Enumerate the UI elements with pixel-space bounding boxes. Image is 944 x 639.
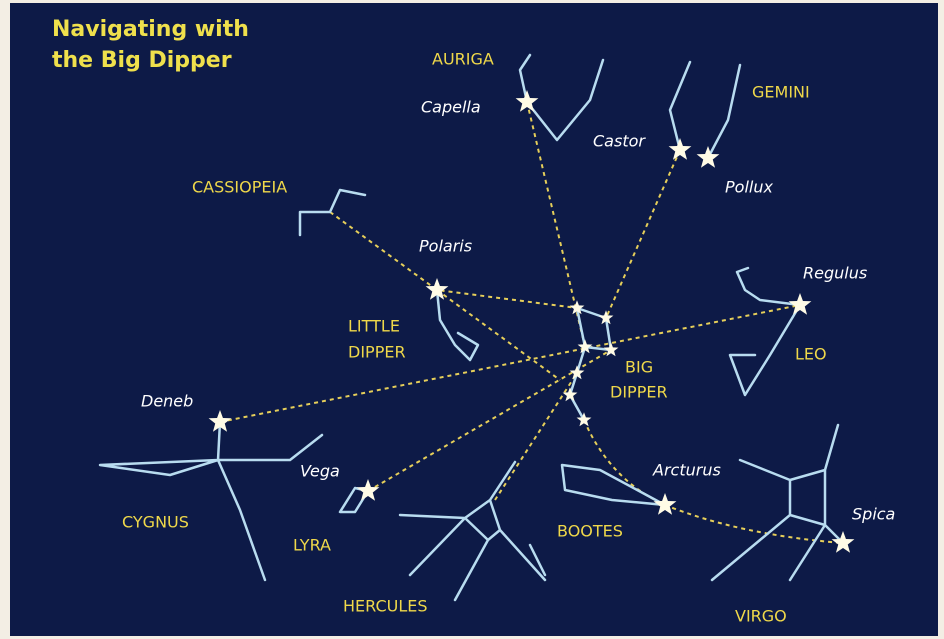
star-label: Deneb [141, 392, 193, 411]
constellation-label: CYGNUS [122, 513, 189, 532]
constellation-label: VIRGO [735, 607, 787, 626]
constellation-label: CASSIOPEIA [192, 178, 287, 197]
star-label: Regulus [803, 264, 867, 283]
title-line: the Big Dipper [52, 48, 232, 73]
constellation-label: LITTLE [348, 317, 400, 336]
constellation-label: DIPPER [348, 343, 406, 362]
star-map: Navigating with the Big Dipper AURIGA GE… [0, 0, 944, 639]
star-label: Arcturus [652, 461, 721, 480]
constellation-label: BIG [625, 358, 653, 377]
constellation-label: LEO [795, 345, 827, 364]
constellation-label: LYRA [293, 536, 331, 555]
star-label: Castor [593, 132, 646, 151]
constellation-label: BOOTES [557, 522, 623, 541]
star-label: Capella [421, 98, 481, 117]
star-label: Polaris [419, 237, 472, 256]
star-label: Spica [852, 505, 895, 524]
star-label: Vega [300, 462, 340, 481]
star-label: Pollux [725, 178, 773, 197]
constellation-label: AURIGA [432, 50, 494, 69]
constellation-label: DIPPER [610, 383, 668, 402]
constellation-label: HERCULES [343, 597, 428, 616]
constellation-label: GEMINI [752, 83, 810, 102]
title-line: Navigating with [52, 17, 249, 42]
